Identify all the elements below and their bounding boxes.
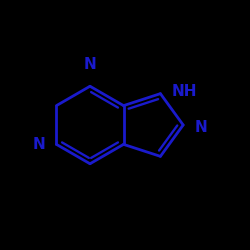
Text: N: N	[84, 58, 96, 72]
Text: N: N	[32, 137, 45, 152]
Text: NH: NH	[172, 84, 197, 99]
Text: N: N	[194, 120, 207, 135]
